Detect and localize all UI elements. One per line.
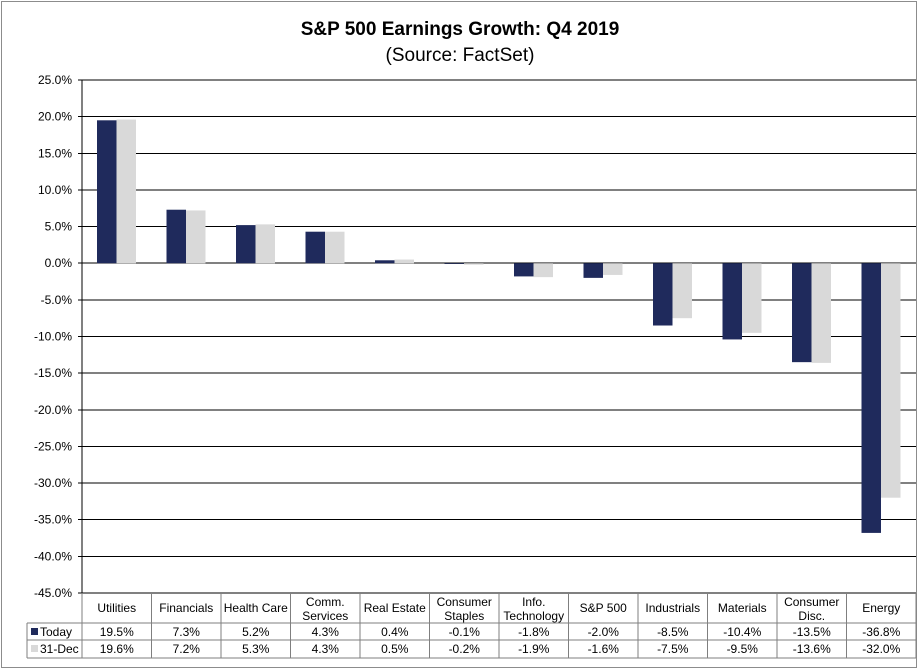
y-tick-label: -35.0% bbox=[34, 513, 72, 527]
bar-31-dec-9 bbox=[742, 263, 762, 333]
category-label: Energy bbox=[862, 601, 900, 615]
bar-31-dec-11 bbox=[881, 263, 901, 498]
data-label: 4.3% bbox=[312, 625, 340, 639]
category-label: Financials bbox=[159, 601, 213, 615]
bar-today-0 bbox=[97, 120, 117, 264]
legend-label: Today bbox=[40, 625, 72, 639]
data-label: -13.6% bbox=[793, 642, 831, 656]
category-label: Info. bbox=[522, 595, 545, 609]
bar-31-dec-10 bbox=[811, 263, 831, 363]
bar-31-dec-1 bbox=[186, 210, 206, 264]
data-label: -1.6% bbox=[588, 642, 620, 656]
data-label: 5.3% bbox=[242, 642, 270, 656]
y-tick-label: 10.0% bbox=[38, 183, 72, 197]
category-label: Consumer bbox=[784, 595, 839, 609]
bar-31-dec-0 bbox=[116, 119, 136, 264]
data-label: -1.9% bbox=[518, 642, 550, 656]
y-tick-label: -45.0% bbox=[34, 586, 72, 600]
data-label: -13.5% bbox=[793, 625, 831, 639]
y-tick-label: 20.0% bbox=[38, 110, 72, 124]
category-label: Consumer bbox=[437, 595, 492, 609]
category-label: S&P 500 bbox=[580, 601, 627, 615]
chart-title: S&P 500 Earnings Growth: Q4 2019 bbox=[301, 19, 620, 40]
category-label: Staples bbox=[444, 609, 484, 623]
y-tick-label: -25.0% bbox=[34, 439, 72, 453]
category-label: Technology bbox=[503, 609, 564, 623]
category-label: Industrials bbox=[645, 601, 700, 615]
y-tick-label: -40.0% bbox=[34, 549, 72, 563]
bar-today-7 bbox=[583, 263, 603, 278]
bar-31-dec-4 bbox=[394, 259, 414, 264]
bar-31-dec-3 bbox=[325, 231, 345, 264]
category-label: Services bbox=[302, 609, 348, 623]
bar-31-dec-8 bbox=[672, 263, 692, 319]
data-label: -36.8% bbox=[862, 625, 900, 639]
data-label: -0.2% bbox=[449, 642, 481, 656]
y-tick-label: -20.0% bbox=[34, 403, 72, 417]
legend-key-today bbox=[31, 628, 38, 635]
data-label: -8.5% bbox=[657, 625, 689, 639]
bar-today-3 bbox=[305, 231, 325, 264]
category-label: Real Estate bbox=[364, 601, 426, 615]
bar-today-10 bbox=[792, 263, 812, 363]
data-label: -0.1% bbox=[449, 625, 481, 639]
chart-subtitle: (Source: FactSet) bbox=[386, 45, 535, 66]
data-label: 7.2% bbox=[173, 642, 201, 656]
y-tick-label: 25.0% bbox=[38, 73, 72, 87]
y-tick-label: 15.0% bbox=[38, 146, 72, 160]
legend-key-31-dec bbox=[31, 645, 38, 652]
bar-today-1 bbox=[166, 209, 186, 264]
legend-label: 31-Dec bbox=[40, 642, 79, 656]
bar-today-6 bbox=[514, 263, 534, 277]
data-label: -10.4% bbox=[723, 625, 761, 639]
y-tick-label: -15.0% bbox=[34, 366, 72, 380]
bar-31-dec-2 bbox=[255, 224, 275, 264]
y-tick-label: -10.0% bbox=[34, 330, 72, 344]
data-label: -1.8% bbox=[518, 625, 550, 639]
data-label: -9.5% bbox=[727, 642, 759, 656]
bar-today-4 bbox=[375, 260, 395, 264]
bar-today-11 bbox=[861, 263, 881, 533]
y-tick-label: -5.0% bbox=[41, 293, 73, 307]
y-tick-label: 0.0% bbox=[45, 256, 73, 270]
data-label: 0.5% bbox=[381, 642, 409, 656]
data-label: -7.5% bbox=[657, 642, 689, 656]
bar-today-2 bbox=[236, 225, 256, 264]
data-label: 19.5% bbox=[100, 625, 134, 639]
category-label: Disc. bbox=[798, 609, 825, 623]
category-label: Materials bbox=[718, 601, 767, 615]
data-label: 4.3% bbox=[312, 642, 340, 656]
data-label: 5.2% bbox=[242, 625, 270, 639]
y-tick-label: -30.0% bbox=[34, 476, 72, 490]
data-label: 7.3% bbox=[173, 625, 201, 639]
category-label: Comm. bbox=[306, 595, 345, 609]
bar-31-dec-5 bbox=[464, 263, 484, 265]
data-label: 0.4% bbox=[381, 625, 409, 639]
y-tick-label: 5.0% bbox=[45, 220, 73, 234]
bar-today-8 bbox=[653, 263, 673, 326]
data-label: -32.0% bbox=[862, 642, 900, 656]
data-label: 19.6% bbox=[100, 642, 134, 656]
bar-today-5 bbox=[444, 263, 464, 264]
category-label: Utilities bbox=[97, 601, 136, 615]
category-label: Health Care bbox=[224, 601, 288, 615]
bar-today-9 bbox=[722, 263, 742, 340]
bar-31-dec-7 bbox=[603, 263, 623, 275]
bar-31-dec-6 bbox=[533, 263, 553, 278]
data-label: -2.0% bbox=[588, 625, 620, 639]
